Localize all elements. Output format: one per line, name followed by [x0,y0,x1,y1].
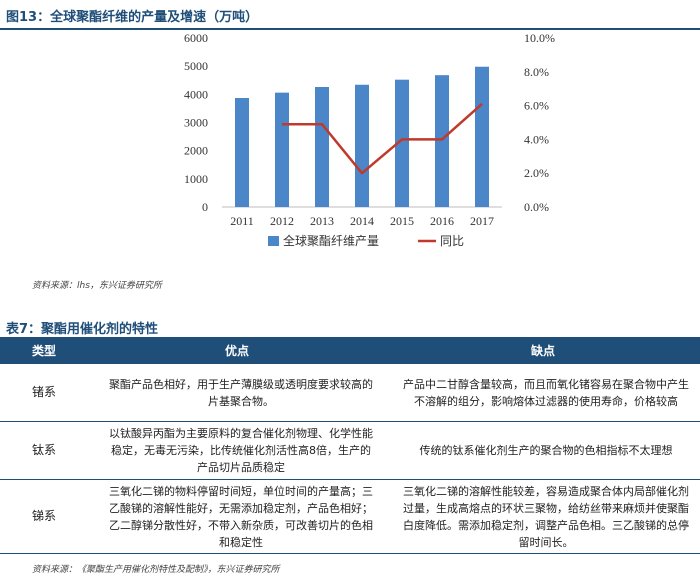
x-tick-label: 2017 [470,214,494,228]
y-left-tick-label: 0 [202,200,208,214]
table-header-row: 类型 优点 缺点 [0,337,700,364]
y-left-tick-label: 5000 [184,59,208,73]
bar-2011 [235,97,249,207]
cell-pros: 以钛酸异丙酯为主要原料的复合催化剂物理、化学性能稳定，无毒无污染，比传统催化剂活… [88,421,386,480]
table-source-note: 资料来源：《聚酯生产用催化剂特性及配制》，东兴证券研究所 [32,565,280,575]
bar-2012 [275,92,289,207]
y-left-tick-label: 4000 [184,87,208,101]
x-tick-label: 2014 [350,214,374,228]
bar-2013 [315,87,329,207]
table-row: 锑系 三氧化二锑的物料停留时间短，单位时间的产量高；三乙酸锑的溶解性能好，无需添… [0,479,700,554]
legend-label-bar: 全球聚酯纤维产量 [283,233,379,248]
cell-pros: 聚酯产品色相好，用于生产薄膜级或透明度要求较高的片基聚合物。 [88,364,386,422]
title-rule [0,28,700,30]
cell-pros: 三氧化二锑的物料停留时间短，单位时间的产量高；三乙酸锑的溶解性能好，无需添加稳定… [88,479,386,554]
y-left-tick-label: 3000 [184,116,208,130]
x-tick-label: 2016 [430,214,454,228]
cell-cons: 三氧化二锑的溶解性能较差，容易造成聚合体内局部催化剂过量，生成高熔点的环状三聚物… [386,479,700,554]
y-right-tick-label: 8.0% [524,65,549,79]
bar-2014 [355,84,369,207]
y-right-tick-label: 0.0% [524,200,549,214]
cell-cons: 传统的钛系催化剂生产的聚合物的色相指标不太理想 [386,421,700,480]
y-left-tick-label: 6000 [184,31,208,45]
header-cons: 缺点 [386,337,700,364]
chart-source-note: 资料来源：lhs，东兴证券研究所 [32,281,162,291]
y-left-tick-label: 1000 [184,172,208,186]
figure-title: 图13：全球聚酯纤维的产量及增速（万吨） [6,10,259,25]
y-right-tick-label: 6.0% [524,99,549,113]
bar-2015 [395,79,409,207]
x-tick-label: 2011 [230,214,254,228]
legend-swatch-bar [268,236,279,246]
yoy-growth-line [282,102,483,175]
x-tick-label: 2012 [270,214,294,228]
cell-type: 锑系 [0,479,88,554]
x-tick-label: 2015 [390,214,414,228]
table-row: 钛系 以钛酸异丙酯为主要原料的复合催化剂物理、化学性能稳定，无毒无污染，比传统催… [0,421,700,480]
table-title: 表7：聚酯用催化剂的特性 [6,322,159,337]
legend-label-line: 同比 [440,234,464,248]
cell-type: 锗系 [0,364,88,422]
y-left-tick-label: 2000 [184,144,208,158]
y-right-tick-label: 2.0% [524,166,549,180]
cell-cons: 产品中二甘醇含量较高，而且而氧化锗容易在聚合物中产生不溶解的组分，影响熔体过滤器… [386,364,700,422]
y-right-tick-label: 10.0% [524,31,555,45]
header-type: 类型 [0,337,88,364]
catalyst-properties-table: 类型 优点 缺点 锗系 聚酯产品色相好，用于生产薄膜级或透明度要求较高的片基聚合… [0,337,700,554]
x-tick-label: 2013 [310,214,334,228]
cell-type: 钛系 [0,421,88,480]
table-row: 锗系 聚酯产品色相好，用于生产薄膜级或透明度要求较高的片基聚合物。 产品中二甘醇… [0,364,700,422]
y-right-tick-label: 4.0% [524,132,549,146]
bar-2017 [475,66,489,207]
combo-chart: 0 1000 2000 3000 4000 5000 6000 0.0% 2.0% 4.0% 6.0… [184,31,555,248]
header-pros: 优点 [88,337,386,364]
bar-2016 [435,75,449,208]
